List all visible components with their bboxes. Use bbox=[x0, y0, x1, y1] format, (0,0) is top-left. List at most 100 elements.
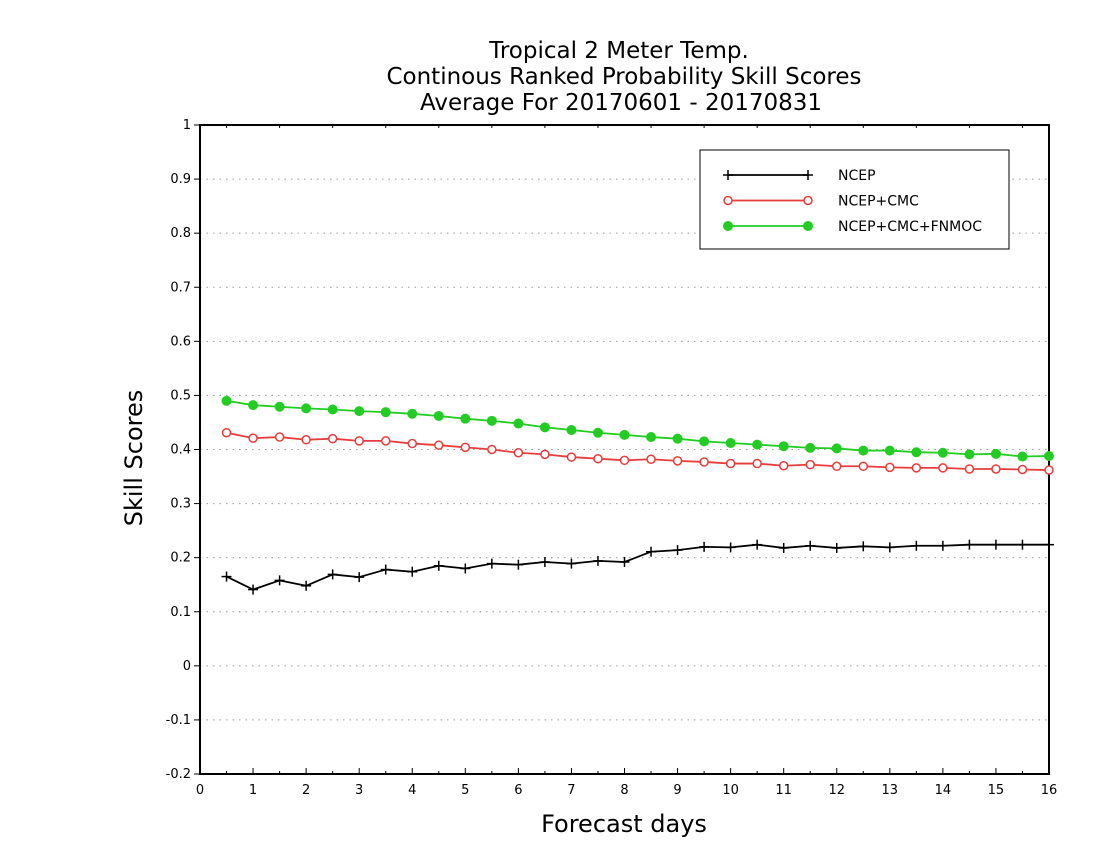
data-point bbox=[221, 427, 232, 438]
series-ncep-cmc-fnmoc bbox=[221, 395, 1054, 462]
data-point bbox=[274, 432, 285, 442]
y-tick-label: 0.9 bbox=[170, 172, 191, 187]
legend-label: NCEP+CMC+FNMOC bbox=[838, 219, 982, 235]
y-tick-label: 0 bbox=[183, 659, 191, 674]
data-point bbox=[566, 558, 577, 569]
data-point bbox=[619, 455, 630, 466]
data-point bbox=[911, 463, 922, 473]
data-point bbox=[858, 461, 869, 472]
data-point bbox=[487, 444, 497, 455]
legend-box bbox=[699, 149, 1010, 250]
data-point bbox=[539, 556, 550, 567]
x-tick-label: 6 bbox=[514, 783, 522, 798]
data-point bbox=[1044, 539, 1054, 550]
data-series bbox=[221, 395, 1054, 595]
y-tick-label: -0.2 bbox=[166, 767, 191, 782]
chart-title: Tropical 2 Meter Temp. Continous Ranked … bbox=[386, 38, 861, 116]
data-point bbox=[964, 539, 975, 550]
data-point bbox=[911, 447, 922, 458]
data-point bbox=[486, 415, 497, 426]
data-point bbox=[725, 438, 736, 449]
data-point bbox=[460, 563, 471, 574]
data-point bbox=[778, 460, 789, 471]
data-point bbox=[593, 453, 603, 464]
y-tick-label: 0.1 bbox=[170, 605, 191, 620]
data-point bbox=[301, 403, 312, 414]
data-point bbox=[672, 545, 683, 556]
x-tick-label: 10 bbox=[722, 783, 739, 798]
legend-label: NCEP+CMC bbox=[838, 194, 919, 210]
plot-frame bbox=[199, 124, 1050, 775]
data-point bbox=[885, 462, 895, 473]
data-point bbox=[725, 458, 736, 469]
data-point bbox=[858, 541, 869, 552]
x-tick-label: 2 bbox=[302, 783, 310, 798]
data-point bbox=[327, 404, 338, 415]
series-ncep bbox=[221, 539, 1054, 595]
data-point bbox=[672, 456, 683, 466]
x-axis-label: Forecast days bbox=[541, 810, 707, 838]
data-point bbox=[964, 464, 975, 474]
series-line bbox=[226, 399, 1050, 458]
data-point bbox=[354, 436, 364, 446]
data-point bbox=[221, 571, 232, 582]
data-point bbox=[672, 433, 683, 444]
data-point bbox=[380, 407, 391, 418]
y-tick-label: 0.4 bbox=[170, 443, 191, 458]
data-point bbox=[990, 539, 1001, 550]
legend-item: NCEP bbox=[723, 168, 876, 184]
x-tick-label: 15 bbox=[988, 783, 1005, 798]
data-point bbox=[539, 422, 550, 433]
data-point bbox=[619, 429, 630, 440]
series-ncep-cmc bbox=[221, 427, 1054, 475]
data-point bbox=[513, 418, 524, 429]
data-point bbox=[301, 435, 311, 445]
data-point bbox=[858, 445, 869, 456]
data-point bbox=[699, 436, 710, 447]
chart-title-line-3: Average For 20170601 - 20170831 bbox=[420, 90, 822, 116]
data-point bbox=[540, 449, 550, 460]
data-point bbox=[964, 449, 975, 460]
data-point bbox=[407, 438, 417, 449]
data-point bbox=[434, 440, 444, 450]
y-axis-label: Skill Scores bbox=[120, 390, 148, 527]
legend: NCEP NCEP+CMC NCEP+CMC+FNMOC bbox=[699, 149, 1010, 250]
data-point bbox=[699, 541, 710, 552]
y-tick-label: 0.3 bbox=[170, 497, 191, 512]
legend-marker bbox=[803, 221, 813, 231]
data-point bbox=[990, 448, 1001, 459]
x-tick-label: 9 bbox=[673, 783, 681, 798]
legend-item: NCEP+CMC+FNMOC bbox=[723, 219, 982, 235]
data-point bbox=[937, 540, 948, 551]
data-point bbox=[221, 395, 232, 406]
data-point bbox=[1044, 450, 1054, 461]
data-point bbox=[566, 425, 577, 436]
x-tick-label: 1 bbox=[249, 783, 257, 798]
data-point bbox=[354, 406, 365, 417]
x-tick-label: 5 bbox=[461, 783, 469, 798]
data-point bbox=[991, 464, 1001, 474]
legend-marker bbox=[723, 170, 733, 180]
data-point bbox=[513, 447, 524, 458]
data-point bbox=[699, 457, 709, 467]
data-point bbox=[938, 463, 948, 473]
data-point bbox=[832, 461, 842, 472]
x-tick-label: 11 bbox=[775, 783, 792, 798]
data-point bbox=[805, 459, 815, 470]
x-tick-label: 7 bbox=[567, 783, 575, 798]
gridlines bbox=[200, 178, 1049, 721]
data-point bbox=[433, 560, 444, 571]
legend-marker bbox=[803, 195, 813, 206]
data-point bbox=[274, 575, 285, 586]
data-point bbox=[805, 540, 816, 551]
data-point bbox=[1017, 464, 1028, 475]
data-point bbox=[566, 452, 577, 462]
data-point bbox=[433, 410, 444, 421]
data-point bbox=[646, 432, 657, 443]
data-point bbox=[911, 540, 922, 551]
data-point bbox=[937, 447, 948, 458]
data-point bbox=[1017, 451, 1028, 462]
data-point bbox=[407, 566, 418, 577]
series-line bbox=[226, 431, 1050, 471]
data-point bbox=[248, 584, 259, 595]
